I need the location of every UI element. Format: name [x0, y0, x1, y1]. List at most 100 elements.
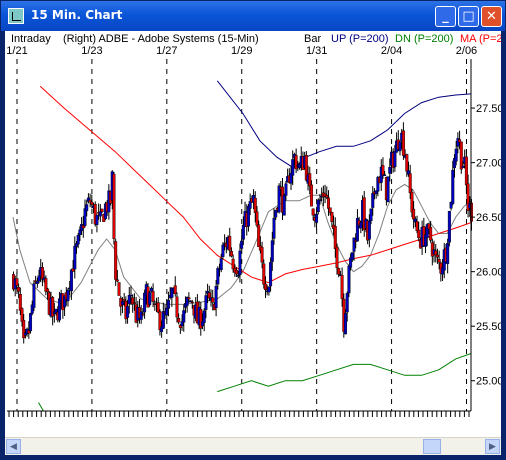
- candle-body: [165, 307, 169, 316]
- candle-body: [151, 291, 155, 302]
- maximize-button[interactable]: □: [458, 6, 479, 27]
- candle-body: [143, 292, 147, 313]
- maximize-icon: □: [462, 9, 475, 24]
- candle-body: [238, 250, 242, 275]
- candle-body: [69, 269, 73, 292]
- candle-body: [446, 242, 450, 264]
- candle-body: [330, 211, 334, 223]
- candle-body: [18, 294, 22, 311]
- candle-body: [216, 268, 220, 285]
- candle-body: [148, 292, 152, 305]
- scroll-left-icon: ◀: [10, 441, 17, 451]
- candle-body: [246, 206, 250, 227]
- candle-body: [263, 283, 267, 291]
- dn-band-label: DN (P=200): [395, 33, 453, 45]
- candle-body: [156, 302, 160, 313]
- candle-body: [344, 312, 348, 335]
- candle-body: [166, 300, 170, 309]
- candle-body: [270, 240, 274, 262]
- x-tick-label: 2/04: [381, 45, 402, 57]
- candle-body: [376, 177, 380, 192]
- candle-body: [277, 185, 281, 213]
- x-tick-label: 1/29: [231, 45, 252, 57]
- candle-body: [127, 295, 131, 305]
- candle-body: [211, 297, 215, 303]
- candle-body: [316, 199, 320, 213]
- close-icon: ✕: [486, 9, 497, 24]
- candle-body: [29, 313, 33, 332]
- candle-body: [381, 165, 385, 176]
- candle-body: [187, 297, 191, 300]
- window-title: 15 Min. Chart: [31, 8, 123, 22]
- y-tick-label: 27.50: [476, 103, 501, 115]
- minimize-button[interactable]: _: [435, 6, 456, 27]
- candle-body: [294, 155, 298, 170]
- candle-body: [76, 235, 80, 245]
- candle-body: [66, 289, 70, 302]
- chart-app-icon[interactable]: [8, 8, 24, 24]
- candle-body: [221, 244, 225, 257]
- lower-band-line-start: [38, 402, 45, 412]
- chart-area[interactable]: 27.50 27.00 26.50 26.00 25.50 25.00 Intraday …: [5, 31, 504, 441]
- candle-body: [117, 282, 121, 296]
- minimize-icon: _: [442, 9, 449, 24]
- close-button[interactable]: ✕: [481, 6, 502, 27]
- candle-body: [340, 275, 344, 299]
- candle-body: [248, 201, 252, 209]
- candle-body: [291, 159, 295, 176]
- candle-body: [114, 241, 118, 280]
- candle-body: [260, 247, 264, 263]
- candle-body: [32, 283, 36, 308]
- candle-body: [383, 174, 387, 176]
- candle-body: [20, 308, 24, 322]
- candle-body: [393, 151, 397, 168]
- scroll-left-button[interactable]: ◀: [6, 439, 21, 454]
- candle-body: [241, 224, 245, 240]
- candle-body: [257, 224, 261, 247]
- candle-body: [308, 173, 312, 187]
- candle-body: [177, 318, 181, 323]
- candle-body: [464, 156, 468, 186]
- title-bar[interactable]: 15 Min. Chart _ □ ✕: [1, 1, 505, 31]
- candle-body: [129, 294, 133, 297]
- candle-body: [405, 154, 409, 172]
- candle-body: [362, 197, 366, 230]
- candle-body: [435, 254, 439, 258]
- candle-body: [262, 263, 266, 285]
- candle-body: [458, 139, 462, 143]
- y-tick-label: 27.00: [476, 158, 501, 170]
- candle-body: [149, 288, 153, 292]
- candle-body: [190, 301, 194, 304]
- candle-body: [35, 281, 39, 284]
- candle-body: [228, 236, 232, 251]
- mid-band-line: [12, 183, 472, 305]
- candle-body: [214, 285, 218, 309]
- candle-body: [161, 311, 165, 329]
- candle-body: [437, 259, 441, 263]
- candle-body: [175, 296, 179, 318]
- candle-body: [337, 268, 341, 275]
- candle-body: [95, 214, 99, 225]
- candle-body: [282, 195, 286, 216]
- x-tick-label: 1/31: [306, 45, 327, 57]
- candle-body: [429, 227, 433, 241]
- scroll-right-button[interactable]: ▶: [485, 439, 500, 454]
- ma-label: MA (P=2: [460, 33, 501, 45]
- candle-body: [451, 169, 455, 204]
- candle-body: [46, 288, 50, 293]
- candle-body: [120, 301, 124, 305]
- horizontal-scrollbar[interactable]: ◀ ▶: [5, 437, 501, 455]
- candle-body: [328, 207, 332, 213]
- scroll-thumb[interactable]: [423, 439, 441, 454]
- candle-body: [412, 208, 416, 220]
- candle-body: [345, 293, 349, 313]
- candle-body: [207, 292, 211, 299]
- candle-body: [267, 286, 271, 293]
- candle-body: [408, 173, 412, 194]
- candle-body: [309, 184, 313, 207]
- candle-body: [318, 199, 322, 201]
- candle-body: [326, 197, 330, 209]
- candle-body: [417, 229, 421, 239]
- candle-body: [100, 208, 104, 212]
